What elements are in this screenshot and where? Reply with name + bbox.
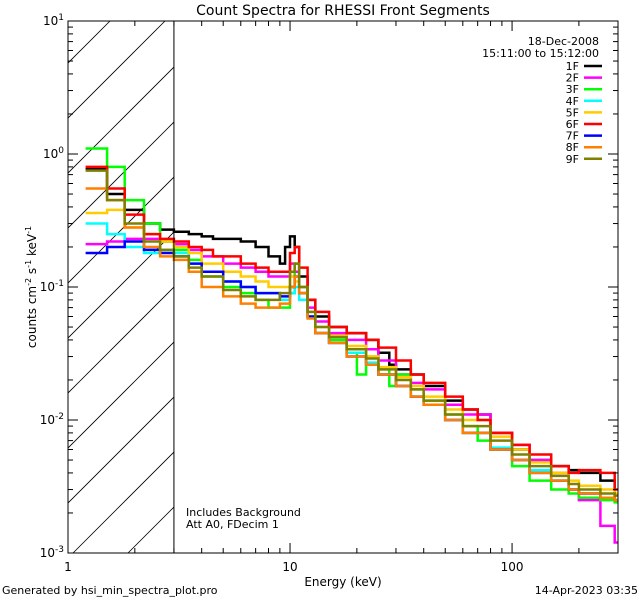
note-background: Includes Background <box>186 506 301 519</box>
generated-by: Generated by hsi_min_spectra_plot.pro <box>2 584 218 597</box>
y-tick-label: 100 <box>43 146 64 161</box>
legend-label-3F: 3F <box>566 83 579 96</box>
x-tick-label: 1 <box>64 560 72 574</box>
series-6F-line <box>85 165 618 491</box>
legend-label-1F: 1F <box>566 60 579 73</box>
x-tick-label: 100 <box>501 560 524 574</box>
legend-label-9F: 9F <box>566 153 579 166</box>
time-range-label: 15:11:00 to 15:12:00 <box>482 47 599 60</box>
generated-timestamp: 14-Apr-2023 03:35 <box>535 584 638 597</box>
date-label: 18-Dec-2008 <box>528 35 599 48</box>
y-tick-label: 10-2 <box>40 412 64 427</box>
series-9F-line <box>85 169 618 497</box>
x-tick-label: 10 <box>282 560 297 574</box>
legend-label-6F: 6F <box>566 118 579 131</box>
note-attenuator: Att A0, FDecim 1 <box>186 518 279 531</box>
series-3F-line <box>85 147 618 504</box>
legend-label-8F: 8F <box>566 141 579 154</box>
y-axis-label: counts cm-2 s-1 keV-1 <box>24 226 39 348</box>
x-axis-label: Energy (keV) <box>304 575 381 589</box>
series-1F-line <box>85 167 618 502</box>
legend-label-5F: 5F <box>566 106 579 119</box>
y-tick-label: 101 <box>43 13 64 28</box>
chart-title: Count Spectra for RHESSI Front Segments <box>196 3 490 19</box>
series-2F-line <box>85 237 618 544</box>
series-4F-line <box>85 222 618 502</box>
legend-label-4F: 4F <box>566 95 579 108</box>
legend-label-2F: 2F <box>566 72 579 85</box>
legend-label-7F: 7F <box>566 130 579 143</box>
y-tick-label: 10-3 <box>40 545 64 560</box>
y-tick-label: 10-1 <box>40 279 64 294</box>
